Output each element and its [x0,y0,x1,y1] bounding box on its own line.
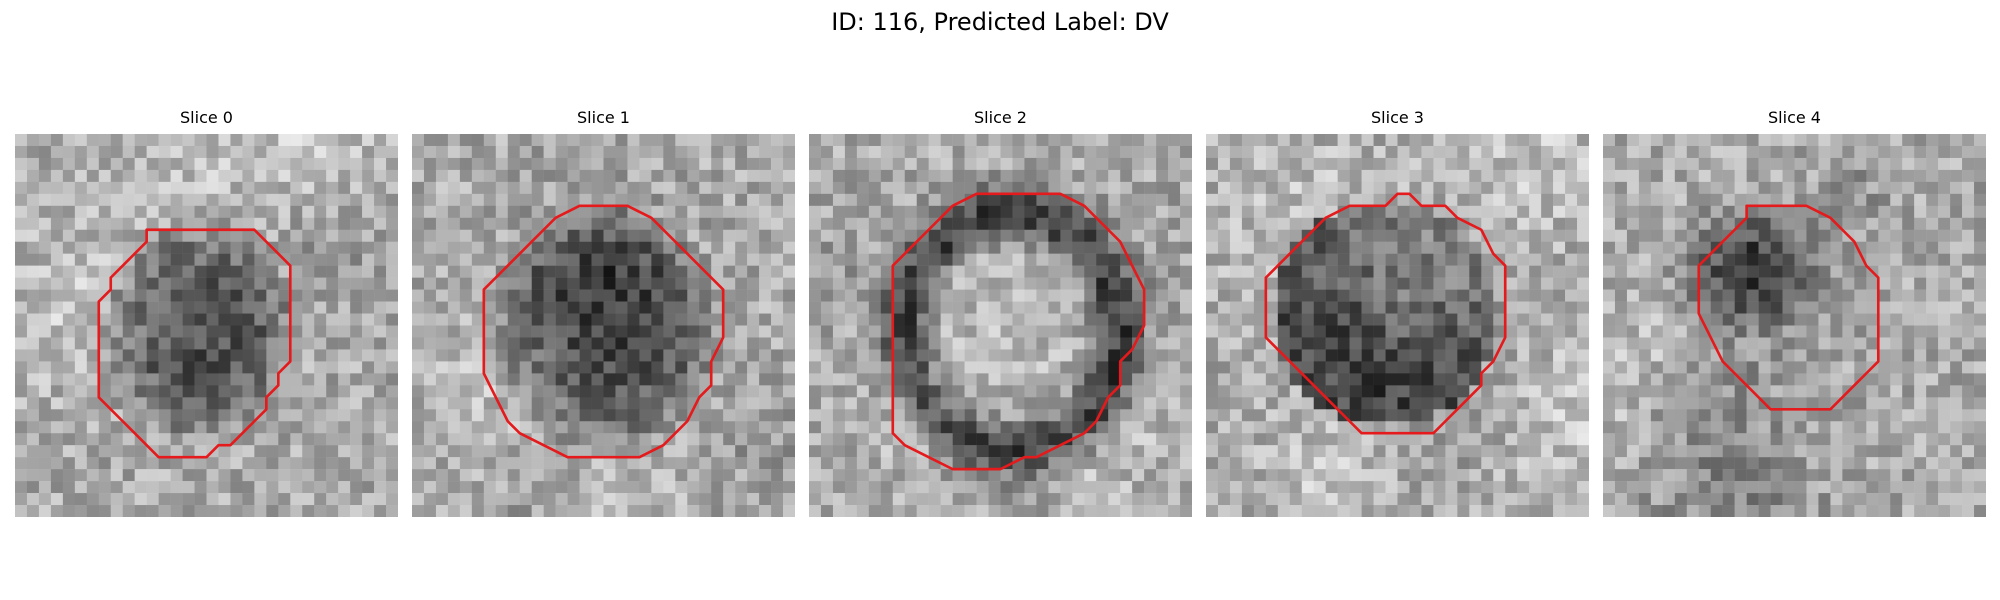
contour-outline [891,192,1146,471]
slice-image [1603,134,1986,517]
pixel-grid [809,134,1192,517]
contour-outline [482,204,725,459]
pixel-grid [412,134,795,517]
slice-panel-1: Slice 1 [412,108,795,517]
slice-image [15,134,398,517]
pixel-grid [1603,134,1986,517]
slice-image [1206,134,1589,517]
slice-title: Slice 1 [577,108,630,127]
contour-outline [97,228,292,459]
pixel-grid [1206,134,1589,517]
figure-title: ID: 116, Predicted Label: DV [831,8,1169,36]
slice-title: Slice 2 [974,108,1027,127]
pixel-grid [15,134,398,517]
slice-title: Slice 4 [1768,108,1821,127]
slice-title: Slice 0 [180,108,233,127]
slice-image [412,134,795,517]
slice-panel-0: Slice 0 [15,108,398,517]
slice-image [809,134,1192,517]
slice-panel-3: Slice 3 [1206,108,1589,517]
contour-outline [1697,204,1880,411]
slice-panel-2: Slice 2 [809,108,1192,517]
contour-outline [1264,192,1507,435]
slice-panel-4: Slice 4 [1603,108,1986,517]
slice-title: Slice 3 [1371,108,1424,127]
